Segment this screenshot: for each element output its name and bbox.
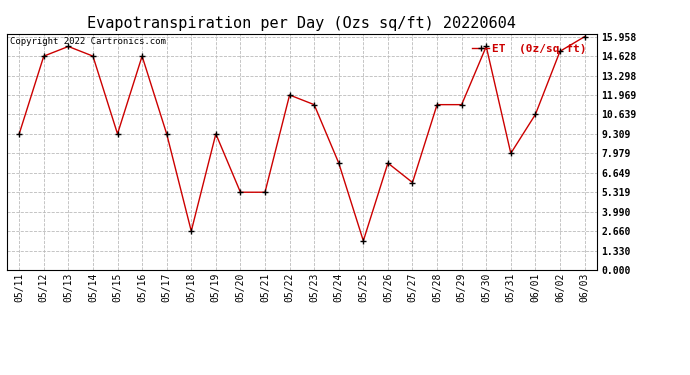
ET  (0z/sq ft) bbox=[580, 34, 589, 39]
ET  (0z/sq ft) bbox=[187, 229, 195, 233]
ET  (0z/sq ft) bbox=[261, 190, 269, 195]
ET  (0z/sq ft) bbox=[89, 54, 97, 58]
ET  (0z/sq ft) bbox=[138, 54, 146, 58]
ET  (0z/sq ft) bbox=[39, 54, 48, 58]
ET  (0z/sq ft) bbox=[286, 93, 294, 97]
ET  (0z/sq ft) bbox=[482, 44, 491, 49]
ET  (0z/sq ft) bbox=[506, 151, 515, 156]
ET  (0z/sq ft) bbox=[531, 112, 540, 117]
ET  (0z/sq ft) bbox=[163, 132, 171, 136]
Legend: ET  (0z/sq ft): ET (0z/sq ft) bbox=[468, 39, 591, 58]
ET  (0z/sq ft) bbox=[433, 102, 441, 107]
Line: ET  (0z/sq ft): ET (0z/sq ft) bbox=[17, 34, 587, 244]
ET  (0z/sq ft) bbox=[359, 238, 368, 243]
ET  (0z/sq ft) bbox=[457, 102, 466, 107]
ET  (0z/sq ft) bbox=[236, 190, 244, 195]
ET  (0z/sq ft) bbox=[310, 102, 318, 107]
ET  (0z/sq ft) bbox=[408, 180, 417, 185]
ET  (0z/sq ft) bbox=[113, 132, 121, 136]
ET  (0z/sq ft) bbox=[384, 161, 392, 165]
ET  (0z/sq ft) bbox=[15, 132, 23, 136]
Text: Copyright 2022 Cartronics.com: Copyright 2022 Cartronics.com bbox=[10, 37, 166, 46]
Title: Evapotranspiration per Day (Ozs sq/ft) 20220604: Evapotranspiration per Day (Ozs sq/ft) 2… bbox=[88, 16, 516, 31]
ET  (0z/sq ft) bbox=[212, 132, 220, 136]
ET  (0z/sq ft) bbox=[335, 161, 343, 165]
ET  (0z/sq ft) bbox=[556, 49, 564, 54]
ET  (0z/sq ft) bbox=[64, 44, 72, 49]
